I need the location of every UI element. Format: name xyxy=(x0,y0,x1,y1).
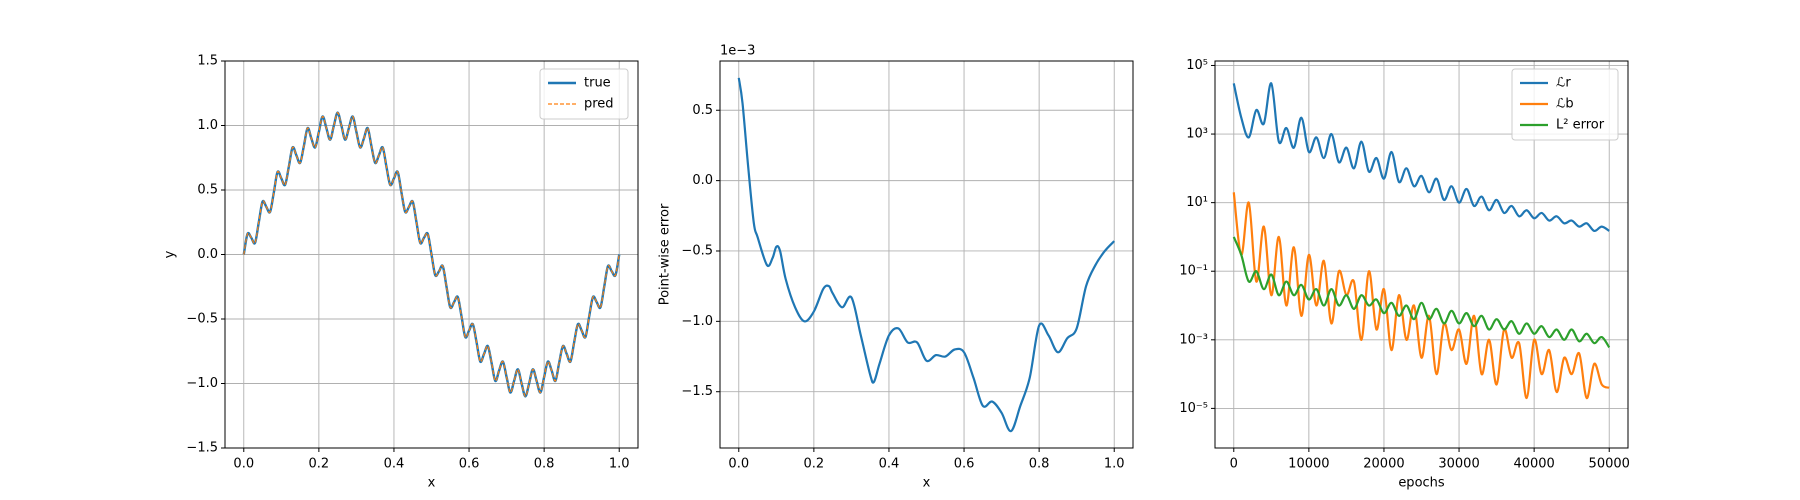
legend-box xyxy=(1511,68,1619,141)
y-tick-label: −1.0 xyxy=(681,314,713,329)
y-tick-label: 0.5 xyxy=(692,103,713,118)
data-line xyxy=(1232,236,1611,349)
y-tick-label: 1.0 xyxy=(197,118,218,133)
x-tick-label: 40000 xyxy=(1513,457,1554,472)
y-axis-label: Point-wise error xyxy=(658,203,673,305)
legend-label: pred xyxy=(584,97,614,112)
x-axis-label: x xyxy=(923,476,931,491)
data-line xyxy=(243,112,620,397)
y-tick-label: 1.5 xyxy=(197,54,218,69)
x-tick-label: 50000 xyxy=(1589,457,1630,472)
y-tick-label: −1.0 xyxy=(186,376,218,391)
x-tick-label: 0.8 xyxy=(534,457,555,472)
axes-frame xyxy=(1214,60,1629,449)
x-tick-label: 0 xyxy=(1230,457,1238,472)
legend-label: true xyxy=(584,76,611,91)
y-tick-label: 0.5 xyxy=(197,183,218,198)
axes-frame xyxy=(224,60,639,449)
legend-label: ℒr xyxy=(1556,76,1571,91)
y-tick-label: −1.5 xyxy=(681,384,713,399)
y-axis-label: y xyxy=(163,250,178,258)
x-tick-label: 0.0 xyxy=(233,457,254,472)
y-tick-label: 10¹ xyxy=(1186,195,1208,210)
subplot: 0.0 0.2 0.4 0.6 0.8 1.0 −1.5 −1.0 −0.5 0.0 0.5 1.0 1… xyxy=(163,54,639,491)
x-tick-label: 0.4 xyxy=(879,457,900,472)
y-tick-label: 0.0 xyxy=(692,173,713,188)
x-tick-label: 0.8 xyxy=(1029,457,1050,472)
x-tick-label: 1.0 xyxy=(609,457,630,472)
x-tick-label: 10000 xyxy=(1288,457,1329,472)
data-line xyxy=(1232,192,1610,400)
x-axis-label: x xyxy=(428,476,436,491)
y-tick-label: 10⁻⁵ xyxy=(1179,401,1208,416)
subplot: 0.0 0.2 0.4 0.6 0.8 1.0 −1.5 −1.0 −0.5 0.0 0.5 x Poi… xyxy=(658,44,1134,491)
x-tick-label: 0.6 xyxy=(954,457,975,472)
y-tick-label: −1.5 xyxy=(186,441,218,456)
legend-box xyxy=(539,68,629,120)
x-tick-label: 0.6 xyxy=(459,457,480,472)
y-tick-label: 10⁵ xyxy=(1186,58,1208,73)
x-tick-label: 0.0 xyxy=(728,457,749,472)
x-tick-label: 0.2 xyxy=(309,457,330,472)
axes-frame xyxy=(719,60,1134,449)
x-tick-label: 30000 xyxy=(1438,457,1479,472)
x-tick-label: 0.2 xyxy=(804,457,825,472)
y-tick-label: 10⁻¹ xyxy=(1179,264,1208,279)
x-tick-label: 20000 xyxy=(1363,457,1404,472)
y-tick-label: −0.5 xyxy=(681,243,713,258)
x-tick-label: 1.0 xyxy=(1104,457,1125,472)
y-tick-label: 10³ xyxy=(1186,127,1208,142)
subplot: 0 10000 20000 30000 40000 50000 10⁻⁵ 10⁻³ 10⁻¹ 10… xyxy=(1179,58,1630,491)
legend-label: ℒb xyxy=(1556,97,1574,112)
y-tick-label: 10⁻³ xyxy=(1179,332,1208,347)
x-tick-label: 0.4 xyxy=(384,457,405,472)
x-axis-label: epochs xyxy=(1398,476,1445,491)
data-line xyxy=(737,77,1116,433)
legend-label: L² error xyxy=(1556,118,1605,133)
offset-label: 1e−3 xyxy=(720,44,755,59)
y-tick-label: −0.5 xyxy=(186,312,218,327)
y-tick-label: 0.0 xyxy=(197,247,218,262)
data-line xyxy=(1232,82,1610,232)
